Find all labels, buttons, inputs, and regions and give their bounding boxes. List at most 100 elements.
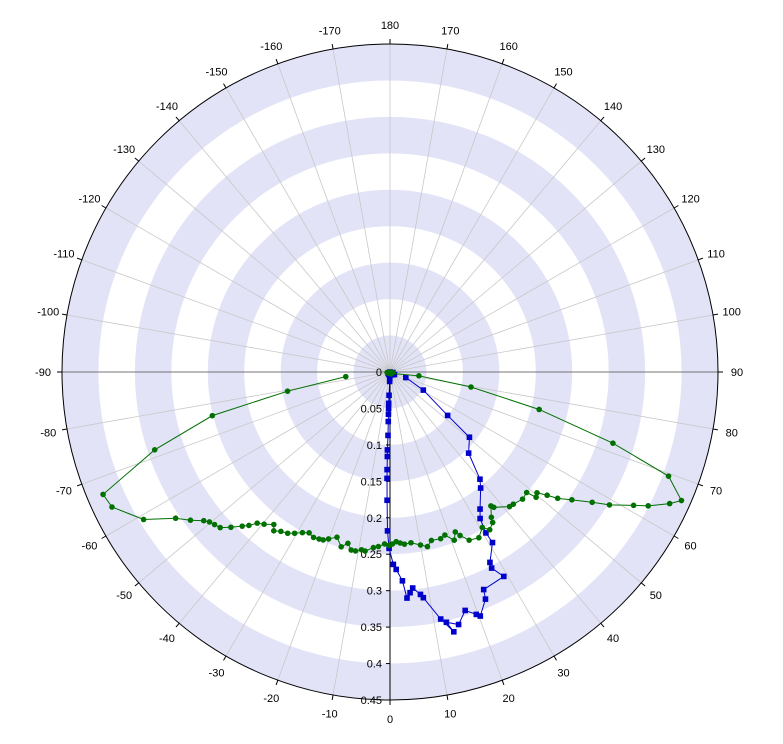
angular-tick-mark bbox=[600, 116, 605, 122]
data-point bbox=[384, 497, 390, 504]
angular-tick-mark bbox=[501, 58, 505, 64]
data-point bbox=[569, 497, 575, 503]
data-point bbox=[211, 521, 218, 528]
angular-gridline bbox=[389, 371, 448, 696]
data-point bbox=[428, 537, 435, 544]
data-point bbox=[385, 418, 392, 425]
radial-tick-label: 0.45 bbox=[361, 695, 382, 707]
angular-gridline bbox=[389, 120, 602, 373]
data-point bbox=[310, 534, 317, 541]
data-point bbox=[271, 521, 277, 528]
angular-gridline bbox=[105, 371, 391, 537]
data-point bbox=[606, 502, 613, 508]
data-point bbox=[536, 406, 542, 413]
angular-tick-label: -150 bbox=[205, 66, 227, 78]
angular-tick-marks bbox=[57, 39, 723, 705]
data-point bbox=[109, 504, 115, 510]
angular-tick-label: 140 bbox=[604, 101, 622, 113]
data-point bbox=[534, 489, 540, 496]
angular-tick-mark bbox=[331, 694, 334, 701]
data-point bbox=[348, 547, 354, 553]
radial-axis: 00.050.10.150.20.250.30.350.40.45 bbox=[361, 367, 391, 707]
angular-gridline bbox=[389, 48, 448, 373]
radial-tick-label: 0.3 bbox=[367, 586, 382, 598]
data-point bbox=[386, 542, 392, 549]
angular-gridline bbox=[81, 371, 391, 485]
angular-tick-mark bbox=[673, 205, 679, 209]
angular-tick-label: -40 bbox=[159, 633, 175, 645]
data-point bbox=[306, 530, 312, 536]
data-point bbox=[443, 619, 450, 626]
angular-tick-label: -100 bbox=[37, 307, 59, 319]
data-point bbox=[404, 595, 410, 601]
angular-gridline bbox=[81, 259, 391, 373]
angular-gridline bbox=[389, 371, 675, 537]
angular-gridline bbox=[66, 314, 391, 373]
angular-tick-label: -140 bbox=[156, 101, 178, 113]
data-point bbox=[278, 528, 284, 535]
angular-tick-mark bbox=[446, 694, 449, 701]
data-point bbox=[437, 535, 444, 542]
data-point bbox=[270, 528, 277, 534]
data-point bbox=[488, 514, 495, 521]
angular-gridline bbox=[277, 63, 391, 373]
data-point bbox=[457, 532, 463, 539]
data-point bbox=[462, 607, 468, 614]
angular-gridline bbox=[138, 371, 391, 584]
data-point bbox=[408, 539, 414, 546]
angular-gridline bbox=[332, 371, 391, 696]
angular-tick-mark bbox=[640, 582, 646, 587]
angular-gridline bbox=[389, 371, 642, 584]
angular-tick-mark bbox=[134, 157, 140, 162]
angular-tick-mark bbox=[698, 257, 704, 261]
data-point bbox=[381, 541, 388, 547]
data-point bbox=[316, 536, 322, 542]
angular-tick-label: 180 bbox=[381, 20, 399, 32]
angular-tick-label: -60 bbox=[82, 541, 98, 553]
radial-tick-label: 0.4 bbox=[367, 659, 382, 671]
data-point bbox=[416, 373, 422, 379]
angular-tick-label: 30 bbox=[557, 668, 569, 680]
data-point bbox=[466, 434, 473, 441]
data-point bbox=[200, 517, 207, 524]
data-point bbox=[533, 494, 539, 501]
angular-tick-mark bbox=[640, 157, 646, 162]
series-layer bbox=[100, 369, 685, 635]
data-point bbox=[466, 537, 472, 543]
data-point bbox=[482, 596, 489, 602]
angular-gridline bbox=[389, 259, 699, 373]
angular-tick-mark bbox=[134, 582, 140, 587]
data-point bbox=[473, 611, 480, 618]
data-point bbox=[554, 495, 561, 502]
angular-tick-label: 10 bbox=[444, 709, 456, 721]
data-point bbox=[477, 613, 484, 619]
data-point bbox=[291, 530, 298, 537]
angular-tick-mark bbox=[223, 83, 227, 89]
angular-tick-label: 50 bbox=[650, 590, 662, 602]
data-point bbox=[451, 537, 458, 543]
angular-tick-label: -120 bbox=[78, 194, 100, 206]
data-point bbox=[334, 534, 340, 540]
angular-tick-label: -160 bbox=[260, 41, 282, 53]
data-point bbox=[299, 529, 306, 536]
data-point bbox=[409, 585, 416, 591]
data-point bbox=[386, 378, 393, 385]
data-point bbox=[488, 503, 494, 509]
angular-tick-mark bbox=[76, 257, 82, 261]
angular-gridline bbox=[389, 314, 714, 373]
data-point bbox=[384, 466, 390, 473]
angular-tick-label: 130 bbox=[647, 144, 665, 156]
angular-tick-label: 100 bbox=[723, 307, 741, 319]
data-point bbox=[206, 519, 213, 525]
data-point bbox=[480, 586, 487, 593]
data-point bbox=[452, 529, 459, 535]
data-point bbox=[228, 524, 234, 531]
data-point bbox=[477, 506, 483, 512]
data-point bbox=[217, 524, 223, 531]
angular-tick-mark bbox=[61, 313, 68, 316]
angular-tick-mark bbox=[275, 58, 279, 64]
angular-tick-mark bbox=[175, 116, 180, 122]
data-point bbox=[140, 516, 147, 523]
data-point bbox=[417, 591, 424, 598]
